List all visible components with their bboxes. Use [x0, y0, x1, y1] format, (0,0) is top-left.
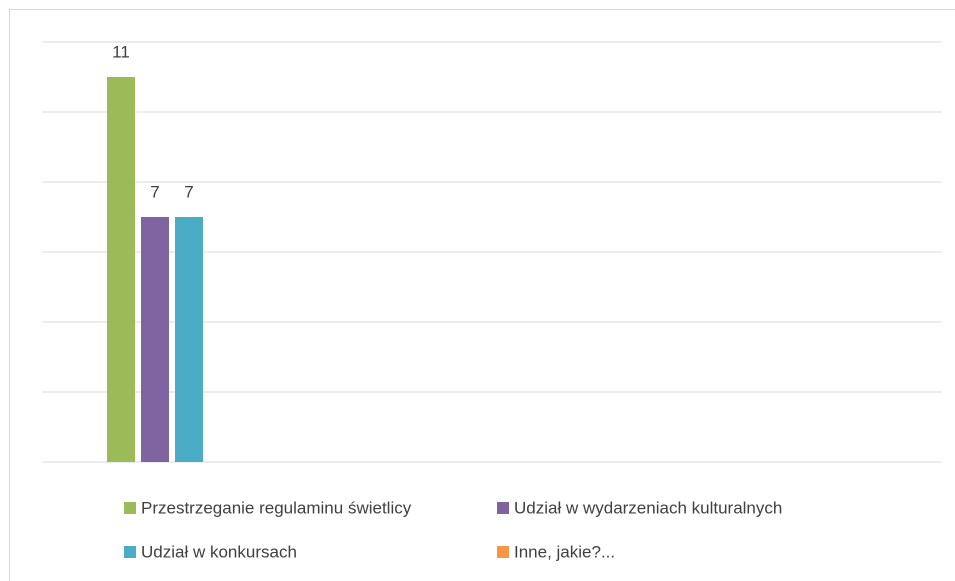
- legend-swatch: [497, 546, 509, 558]
- legend-swatch: [124, 546, 136, 558]
- bar: [141, 217, 169, 462]
- legend-swatch: [497, 502, 509, 514]
- legend-label: Udział w konkursach: [141, 542, 297, 561]
- bar: [175, 217, 203, 462]
- data-label: 11: [112, 42, 130, 61]
- legend-label: Inne, jakie?...: [514, 542, 615, 561]
- legend-label: Przestrzeganie regulaminu świetlicy: [141, 498, 412, 517]
- legend-label: Udział w wydarzeniach kulturalnych: [514, 498, 782, 517]
- data-label: 7: [150, 182, 159, 201]
- data-label: 7: [184, 182, 193, 201]
- legend-swatch: [124, 502, 136, 514]
- bar: [107, 77, 135, 462]
